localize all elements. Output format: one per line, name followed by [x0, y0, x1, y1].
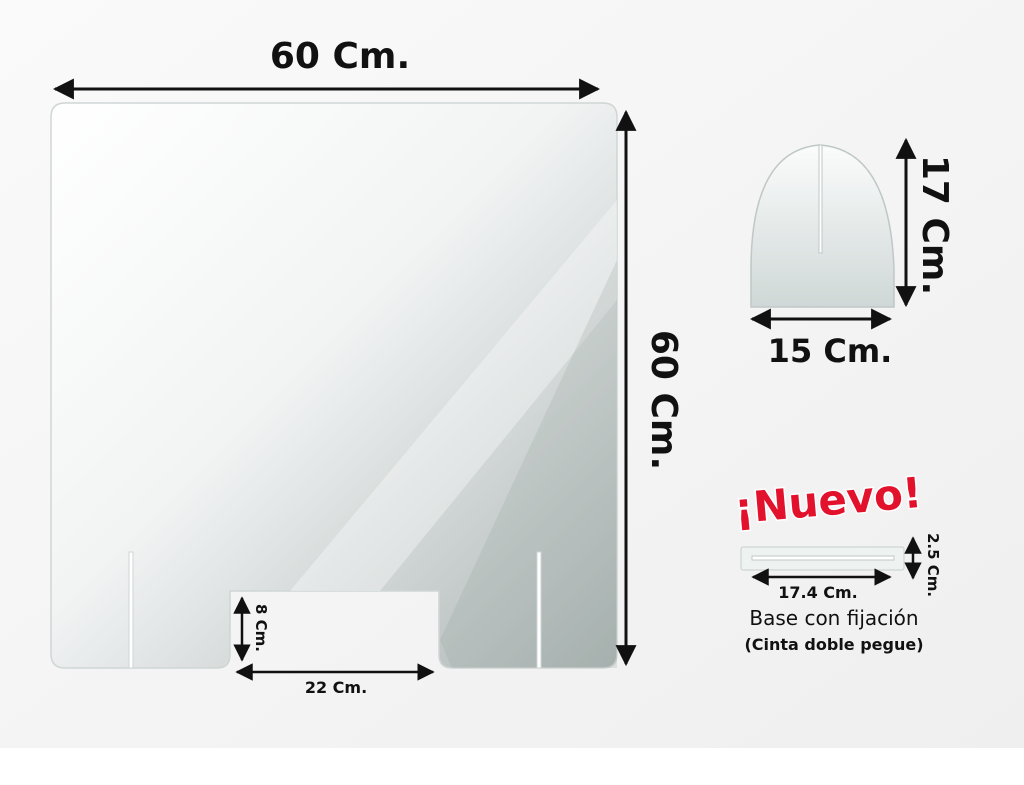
notch-width-label: 22 Cm. — [305, 678, 367, 697]
base-width-label: 17.4 Cm. — [778, 583, 858, 602]
acrylic-panel — [50, 102, 618, 669]
base-piece — [740, 546, 905, 571]
base-subtitle: (Cinta doble pegue) — [744, 635, 923, 654]
notch-height-label: 8 Cm. — [252, 604, 270, 652]
slot-left — [128, 551, 134, 669]
support-foot — [750, 144, 895, 308]
foot-width-label: 15 Cm. — [768, 332, 893, 370]
panel-height-label: 60 Cm. — [643, 330, 684, 470]
base-title: Base con fijación — [749, 606, 918, 630]
foot-height-label: 17 Cm. — [914, 155, 955, 295]
base-height-label: 2.5 Cm. — [924, 533, 942, 597]
panel-width-label: 60 Cm. — [270, 36, 410, 77]
slot-right — [536, 551, 542, 669]
